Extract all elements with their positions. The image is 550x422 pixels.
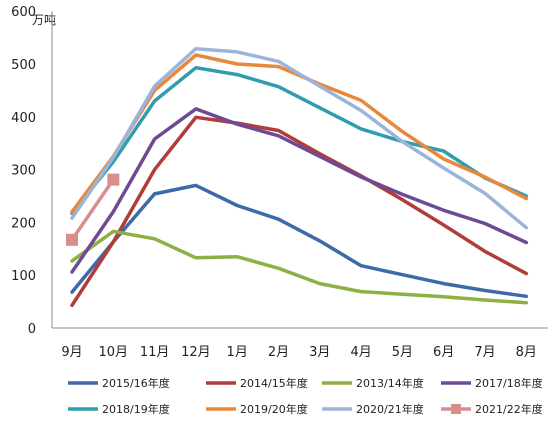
legend-label: 2021/22年度 bbox=[475, 402, 543, 416]
series-lines bbox=[66, 46, 529, 308]
x-tick-label: 4月 bbox=[350, 345, 371, 360]
x-tick-label: 12月 bbox=[181, 345, 211, 360]
y-tick-label: 600 bbox=[11, 5, 36, 20]
legend-label: 2020/21年度 bbox=[356, 402, 424, 416]
series-line bbox=[70, 107, 529, 274]
x-tick-label: 7月 bbox=[474, 345, 495, 360]
tick-labels: 0 100 200 300 400 500 600 9月 10月 11月 12月 1月 2月 3月 4月 5月… bbox=[11, 5, 537, 360]
x-tick-label: 3月 bbox=[309, 345, 330, 360]
legend-marker bbox=[451, 404, 461, 414]
series-line bbox=[70, 115, 529, 308]
x-tick-label: 6月 bbox=[433, 345, 454, 360]
y-tick-label: 500 bbox=[11, 58, 36, 73]
x-tick-label: 9月 bbox=[61, 345, 82, 360]
x-tick-label: 1月 bbox=[227, 345, 248, 360]
series-line bbox=[70, 229, 529, 305]
data-point bbox=[107, 173, 120, 186]
legend-label: 2013/14年度 bbox=[356, 376, 424, 390]
axes bbox=[51, 11, 548, 329]
legend-label: 2019/20年度 bbox=[240, 402, 308, 416]
series-line bbox=[70, 65, 529, 216]
y-tick-label: 300 bbox=[11, 164, 36, 179]
x-tick-label: 5月 bbox=[392, 345, 413, 360]
series-line bbox=[70, 46, 529, 230]
y-tick-label: 400 bbox=[11, 111, 36, 126]
data-point bbox=[66, 233, 78, 246]
legend: 2015/16年度 2014/15年度 2013/14年度 2017/18年度 2018… bbox=[68, 376, 543, 416]
x-tick-label: 2月 bbox=[268, 345, 289, 360]
y-tick-label: 100 bbox=[11, 269, 36, 284]
x-tick-label: 8月 bbox=[516, 345, 537, 360]
y-tick-label: 0 bbox=[28, 322, 36, 337]
legend-label: 2018/19年度 bbox=[102, 402, 170, 416]
legend-label: 2017/18年度 bbox=[475, 376, 543, 390]
x-tick-label: 11月 bbox=[140, 345, 170, 360]
legend-label: 2015/16年度 bbox=[102, 376, 170, 390]
x-tick-label: 10月 bbox=[99, 345, 129, 360]
series-line bbox=[70, 177, 116, 242]
y-unit-label: 万吨 bbox=[32, 13, 56, 27]
legend-label: 2014/15年度 bbox=[240, 376, 308, 390]
series-line bbox=[70, 183, 529, 299]
y-tick-label: 200 bbox=[11, 216, 36, 231]
series-line bbox=[70, 53, 529, 214]
